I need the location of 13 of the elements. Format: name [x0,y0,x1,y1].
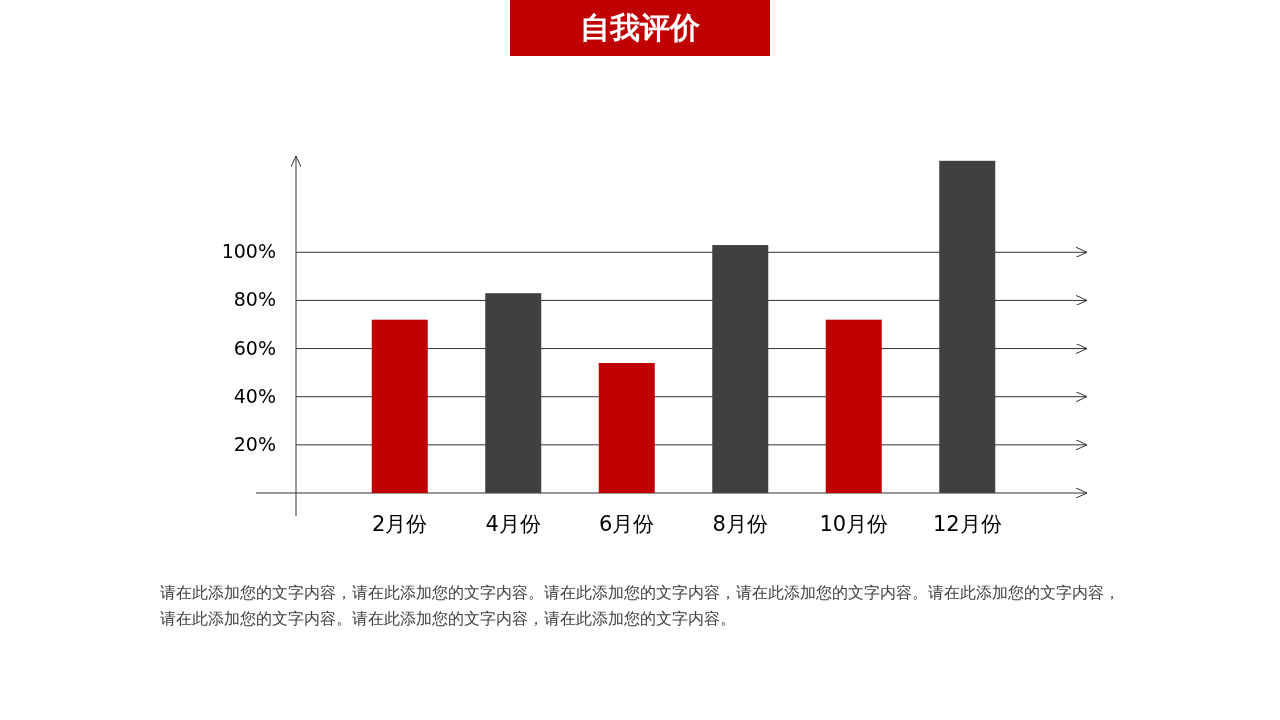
text: 请在此添加您的文字内容，请在此添加您的文字内容。请在此添加您的文字内容，请在此添加您的文字内容。请在此添加您的文字内容，请在此添加您的文字内容。请在此添加您的文字内容，请在此添加您的文字内容。 [160,582,1121,630]
y-tick-label: 20% [233,432,276,455]
y-tick-label: 60% [233,336,276,359]
x-tick-label: 10月份 [819,512,889,536]
chart-title: 自我评价 [510,0,770,56]
x-tick-label: 8月份 [712,512,768,536]
x-tick-label: 4月份 [485,512,541,536]
y-tick-label: 80% [233,288,276,311]
x-tick-label: 12月份 [932,512,1002,536]
y-tick-label: 40% [233,384,276,407]
x-tick-label: 6月份 [599,512,655,536]
y-tick-label: 100% [221,240,276,263]
x-tick-label: 2月份 [372,512,428,536]
